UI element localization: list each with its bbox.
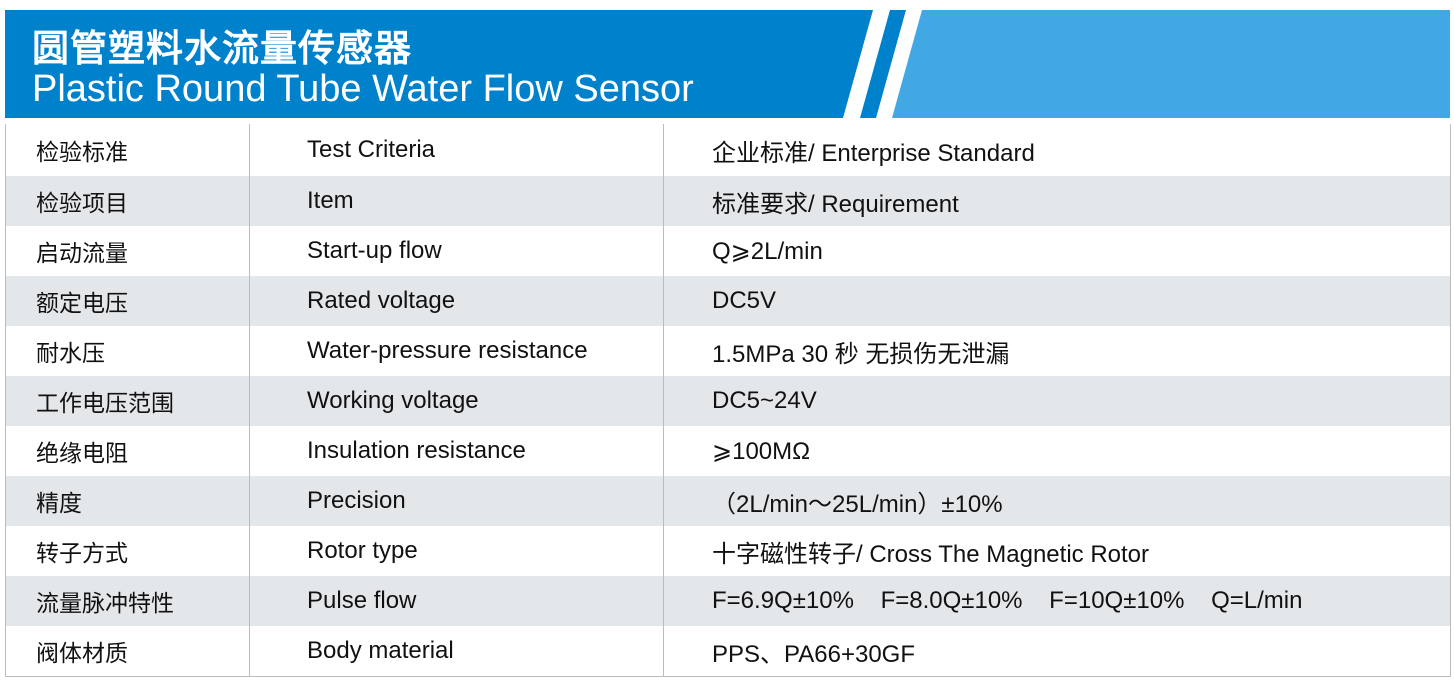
item-name-cn: 耐水压 xyxy=(36,341,105,367)
title-banner: 圆管塑料水流量传感器 Plastic Round Tube Water Flow… xyxy=(0,0,1454,120)
table-row: 绝缘电阻 Insulation resistance ⩾100MΩ xyxy=(6,426,1450,476)
item-name-cn: 额定电压 xyxy=(36,291,128,317)
table-row: 精度 Precision （2L/min～25L/min）±10% xyxy=(6,476,1450,526)
banner-stripe xyxy=(860,10,906,118)
item-name-cn: 工作电压范围 xyxy=(36,391,174,417)
item-name-en: Working voltage xyxy=(307,387,479,414)
item-value: 1.5MPa 30 秒 无损伤无泄漏 xyxy=(712,340,1010,368)
column-divider xyxy=(663,124,664,676)
item-name-cn: 检验标准 xyxy=(36,140,128,166)
table-row: 检验标准 Test Criteria 企业标准/ Enterprise Standa… xyxy=(6,124,1450,176)
item-name-cn: 绝缘电阻 xyxy=(36,441,128,467)
item-name-cn: 启动流量 xyxy=(36,241,128,267)
item-value: DC5~24V xyxy=(712,387,817,414)
spec-table: 检验标准 Test Criteria 企业标准/ Enterprise Standa… xyxy=(5,124,1451,677)
item-value: ⩾100MΩ xyxy=(712,437,811,465)
banner-background xyxy=(5,10,1450,118)
item-name-en: Pulse flow xyxy=(307,587,417,614)
item-name-en: Rated voltage xyxy=(307,287,456,314)
item-value: 标准要求/ Requirement xyxy=(712,190,959,218)
table-row: 阀体材质 Body material PPS、PA66+30GF xyxy=(6,626,1450,676)
column-divider xyxy=(249,124,250,676)
item-name-cn: 流量脉冲特性 xyxy=(36,591,174,617)
item-name-cn: 转子方式 xyxy=(36,541,128,567)
item-name-en: Precision xyxy=(307,487,406,514)
table-row: 流量脉冲特性 Pulse flow F=6.9Q±10% F=8.0Q±10% F=… xyxy=(6,576,1450,626)
item-name-en: Rotor type xyxy=(307,537,418,564)
item-name-en: Insulation resistance xyxy=(307,437,526,464)
item-value: 企业标准/ Enterprise Standard xyxy=(712,139,1035,167)
item-name-en: Item xyxy=(307,187,354,214)
item-name-cn: 精度 xyxy=(36,491,82,517)
item-name-cn: 检验项目 xyxy=(36,191,128,217)
item-value: F=6.9Q±10% F=8.0Q±10% F=10Q±10% Q=L/min xyxy=(712,587,1303,614)
table-row: 检验项目 Item 标准要求/ Requirement xyxy=(6,176,1450,226)
item-value: （2L/min～25L/min）±10% xyxy=(712,490,1003,518)
banner-secondary-shape xyxy=(892,10,1450,118)
table-row: 启动流量 Start-up flow Q⩾2L/min xyxy=(6,226,1450,276)
title-english: Plastic Round Tube Water Flow Sensor xyxy=(32,68,694,110)
item-name-en: Test Criteria xyxy=(307,136,436,163)
item-name-en: Start-up flow xyxy=(307,237,442,264)
table-row: 额定电压 Rated voltage DC5V xyxy=(6,276,1450,326)
item-value: PPS、PA66+30GF xyxy=(712,640,915,668)
item-name-en: Body material xyxy=(307,637,454,664)
item-value: Q⩾2L/min xyxy=(712,237,823,265)
table-row: 工作电压范围 Working voltage DC5~24V xyxy=(6,376,1450,426)
title-chinese: 圆管塑料水流量传感器 xyxy=(32,27,412,70)
item-name-cn: 阀体材质 xyxy=(36,641,128,667)
item-value: DC5V xyxy=(712,287,777,314)
table-row: 耐水压 Water-pressure resistance 1.5MPa 30 秒 … xyxy=(6,326,1450,376)
banner-primary-shape xyxy=(5,10,873,118)
table-row: 转子方式 Rotor type 十字磁性转子/ Cross The Magnetic… xyxy=(6,526,1450,576)
item-value: 十字磁性转子/ Cross The Magnetic Rotor xyxy=(712,540,1150,568)
item-name-en: Water-pressure resistance xyxy=(307,337,588,364)
